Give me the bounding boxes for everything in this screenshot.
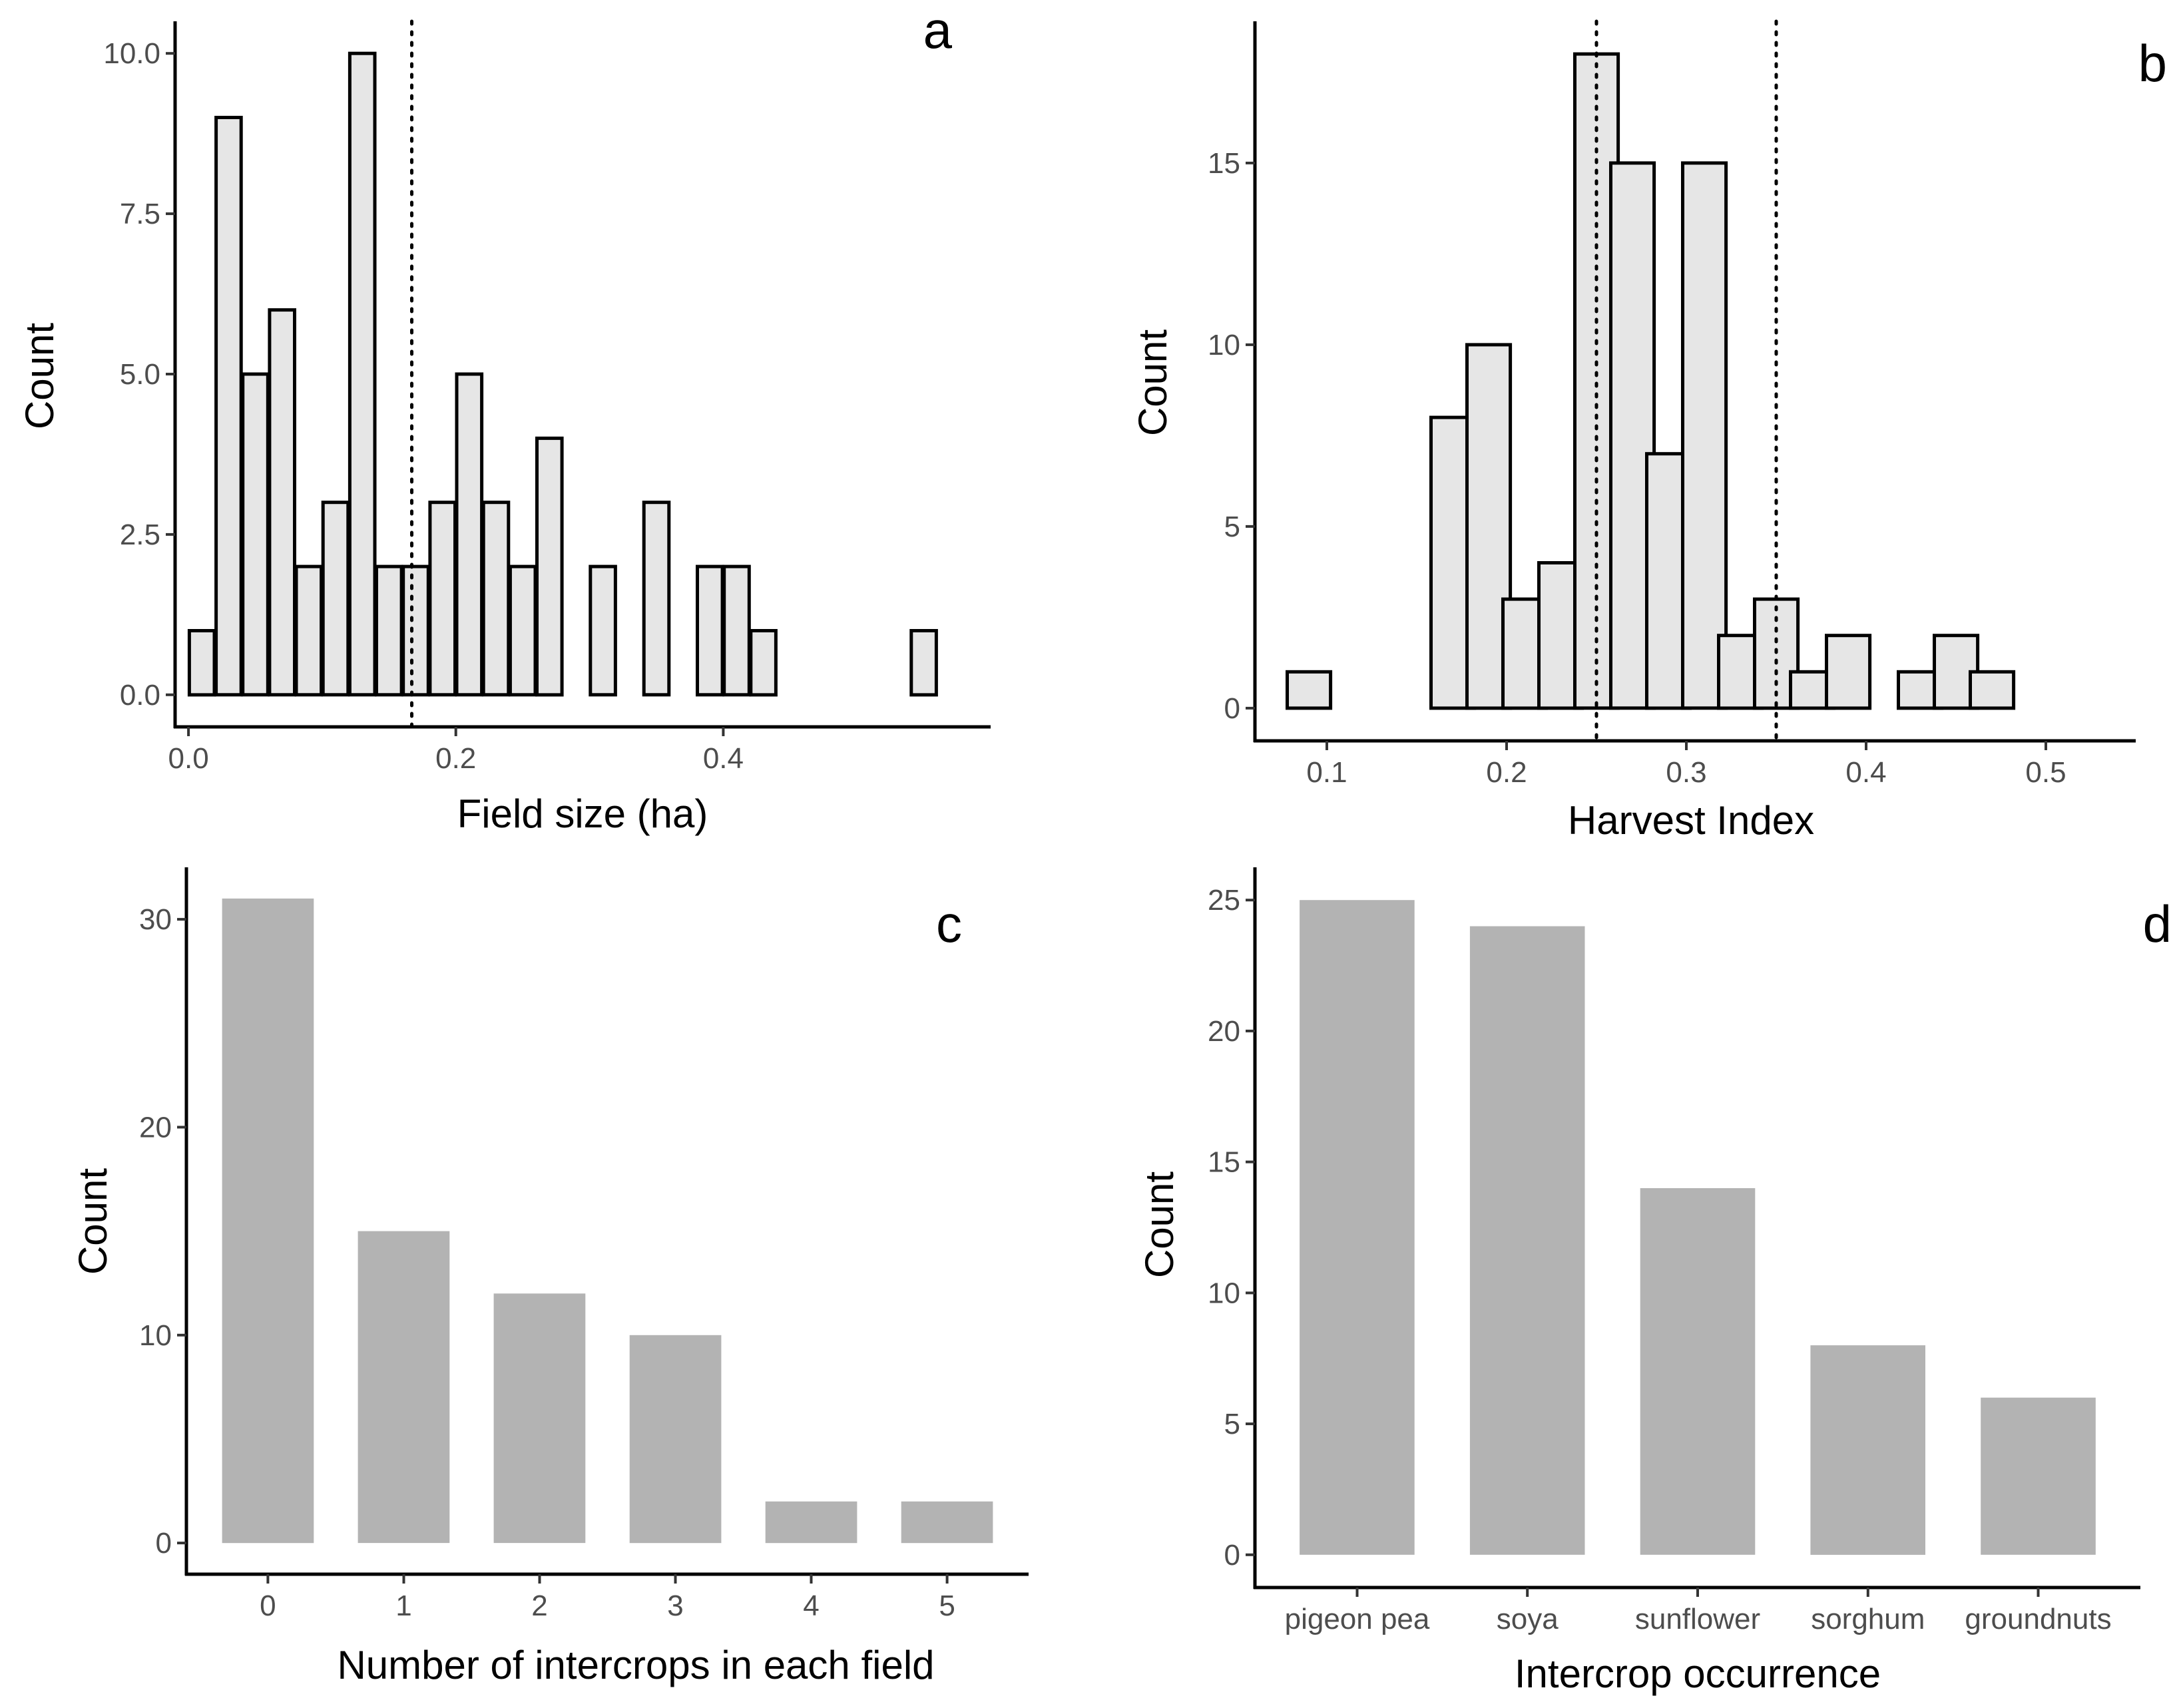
panel-a-plot: 0.0 2.5 5.0 7.5 10.0 0.0 0.2 0.4 xyxy=(103,19,991,775)
panel-a-label: a xyxy=(923,1,953,59)
panel-a-y-tick-label: 0.0 xyxy=(120,679,160,712)
panel-a-bar xyxy=(455,372,484,697)
panel-d-bar xyxy=(1640,1188,1756,1555)
panel-b-bar xyxy=(1286,670,1333,710)
panel-b-x-tick-label: 0.1 xyxy=(1306,756,1347,789)
panel-a-bar xyxy=(401,564,430,697)
panel-b-x-tick-label: 0.3 xyxy=(1666,756,1706,789)
panel-b-y-tick-label: 10 xyxy=(1208,329,1240,361)
panel-a-bar xyxy=(696,564,724,697)
panel-a-bar xyxy=(722,564,751,697)
panel-c-bar xyxy=(358,1231,450,1544)
panel-c-plot: 0 10 20 30 0 1 2 3 4 5 xyxy=(139,867,1029,1622)
panel-b-x-tick-label: 0.2 xyxy=(1486,756,1527,789)
panel-d-y-tick-label: 5 xyxy=(1224,1408,1240,1440)
panel-d-y-tick-label: 15 xyxy=(1208,1146,1240,1179)
panel-a-y-tick-label: 5.0 xyxy=(120,358,160,391)
panel-b-bar xyxy=(1825,634,1872,710)
panel-d-x-tick-label: soya xyxy=(1497,1603,1559,1635)
panel-c-y-tick-label: 10 xyxy=(139,1319,172,1352)
panel-d-y-tick-label: 10 xyxy=(1208,1277,1240,1309)
panel-b-bar xyxy=(1681,161,1728,710)
panel-d-y-tick-label: 0 xyxy=(1224,1539,1240,1572)
panel-c-x-tick-label: 5 xyxy=(939,1590,955,1622)
panel-c-x-tick-label: 1 xyxy=(395,1590,411,1622)
panel-b-x-tick-label: 0.4 xyxy=(1845,756,1886,789)
panel-a-bar xyxy=(268,308,296,697)
panel-d: 0 5 10 15 20 25 pigeon pea soya sunflower sorghum… xyxy=(1137,867,2172,1696)
panel-a-bar xyxy=(909,629,938,697)
panel-b-y-tick-label: 0 xyxy=(1224,692,1240,725)
panel-d-y-tick-label: 20 xyxy=(1208,1015,1240,1048)
panel-c-bar xyxy=(493,1293,586,1544)
panel-c-y-tick-label: 20 xyxy=(139,1111,172,1144)
panel-c-x-axis-title: Number of intercrops in each field xyxy=(337,1643,934,1687)
panel-c-bar xyxy=(222,898,314,1544)
panel-d-y-tick-label: 25 xyxy=(1208,884,1240,917)
panel-c-bar xyxy=(765,1501,857,1544)
panel-a-bar xyxy=(294,564,324,697)
panel-d-label: d xyxy=(2143,895,2172,953)
panel-a-bar xyxy=(214,116,243,697)
panel-c-x-tick-label: 4 xyxy=(803,1590,819,1622)
panel-c-bar xyxy=(901,1501,993,1544)
panel-d-bar xyxy=(1300,900,1415,1555)
panel-a-x-tick-label: 0.4 xyxy=(703,742,744,775)
panel-d-bar xyxy=(1469,926,1585,1555)
panel-a-bar xyxy=(508,564,537,697)
panel-a-x-tick-label: 0.2 xyxy=(435,742,476,775)
panel-d-x-axis-title: Intercrop occurrence xyxy=(1515,1651,1881,1696)
panel-b-y-axis-title: Count xyxy=(1130,329,1175,436)
panel-a-bar xyxy=(375,564,403,697)
panel-d-plot: 0 5 10 15 20 25 pigeon pea soya sunflower sorghum… xyxy=(1208,867,2140,1635)
panel-c: 0 10 20 30 0 1 2 3 4 5 c Number of intercrops in … xyxy=(71,867,1029,1687)
panel-d-y-axis-title: Count xyxy=(1137,1172,1182,1278)
panel-d-bar xyxy=(1810,1345,1925,1555)
panel-a-x-axis-title: Field size (ha) xyxy=(457,791,708,836)
panel-c-x-tick-label: 0 xyxy=(260,1590,276,1622)
panel-a-y-tick-label: 2.5 xyxy=(120,519,160,551)
panel-a-bar xyxy=(241,372,270,697)
panel-b-x-tick-label: 0.5 xyxy=(2025,756,2066,789)
panel-c-label: c xyxy=(936,895,962,953)
panel-a-bar xyxy=(348,51,377,697)
panel-c-bar xyxy=(629,1335,722,1544)
panel-c-y-tick-label: 0 xyxy=(156,1527,172,1560)
panel-a-y-tick-label: 7.5 xyxy=(120,198,160,230)
panel-d-x-tick-label: sorghum xyxy=(1811,1603,1925,1635)
panel-a-bar xyxy=(535,436,564,697)
panel-a-bar xyxy=(428,501,457,697)
panel-d-bar xyxy=(1981,1397,2096,1555)
panel-a-bar xyxy=(187,629,216,697)
panel-a-y-axis-title: Count xyxy=(17,323,62,429)
panel-b-x-axis-title: Harvest Index xyxy=(1568,798,1814,843)
panel-c-y-tick-label: 30 xyxy=(139,903,172,936)
panel-a-bar xyxy=(642,501,671,697)
panel-a-bar xyxy=(321,501,350,697)
panel-c-x-tick-label: 2 xyxy=(531,1590,547,1622)
panel-a-x-tick-label: 0.0 xyxy=(168,742,209,775)
panel-b-label: b xyxy=(2138,34,2167,93)
panel-d-x-tick-label: groundnuts xyxy=(1965,1603,2111,1635)
panel-d-x-tick-label: sunflower xyxy=(1635,1603,1760,1635)
panel-b-y-tick-label: 5 xyxy=(1224,511,1240,543)
panel-a-bar xyxy=(481,501,511,697)
panel-b-bar xyxy=(1969,670,2016,710)
panel-c-x-tick-label: 3 xyxy=(667,1590,683,1622)
panel-a: 0.0 2.5 5.0 7.5 10.0 0.0 0.2 0.4 a Field size (… xyxy=(17,1,991,836)
panel-b-plot: 0 5 10 15 0.1 0.2 0.3 0.4 0.5 xyxy=(1208,19,2136,789)
panel-d-x-tick-label: pigeon pea xyxy=(1285,1603,1430,1635)
panel-b: 0 5 10 15 0.1 0.2 0.3 0.4 0.5 b Harvest Index Co… xyxy=(1130,19,2167,843)
panel-a-y-tick-label: 10.0 xyxy=(103,37,160,70)
panel-b-y-tick-label: 15 xyxy=(1208,147,1240,180)
panel-c-y-axis-title: Count xyxy=(71,1168,115,1275)
panel-a-bar xyxy=(589,564,617,697)
panel-a-bar xyxy=(749,629,778,697)
